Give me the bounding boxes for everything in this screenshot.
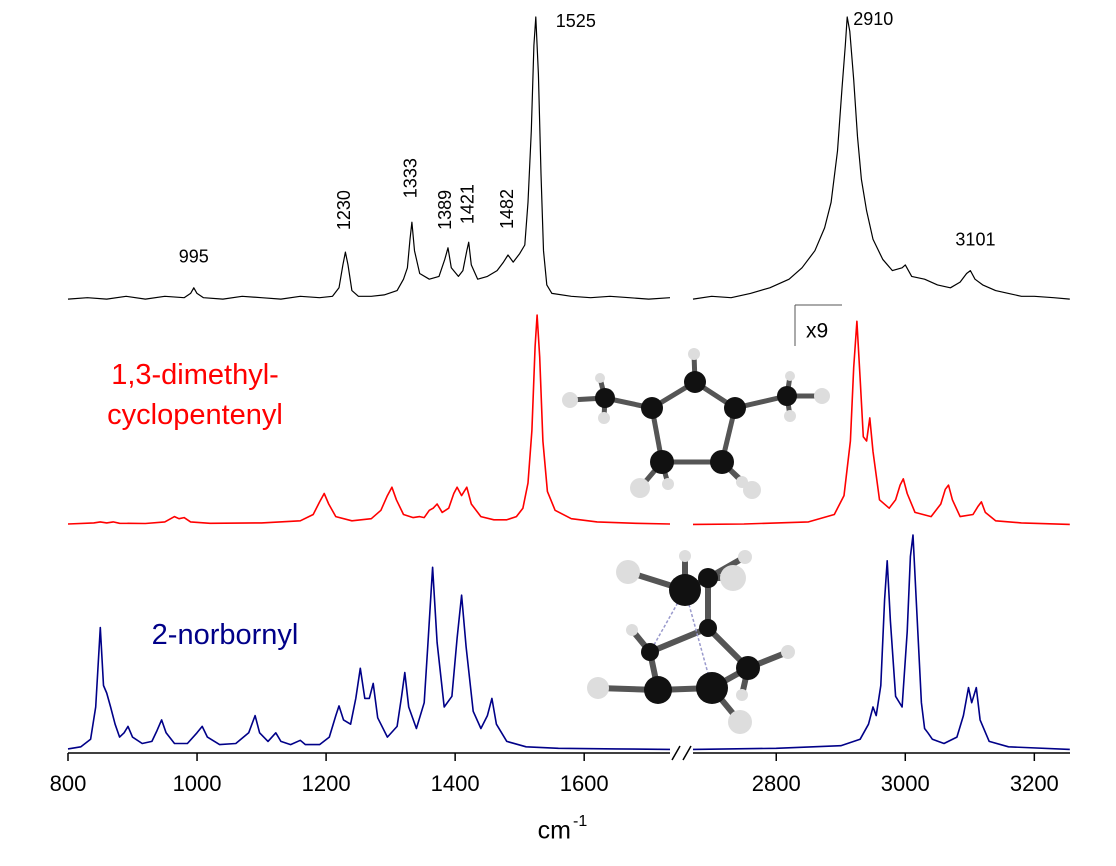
molecule-norbornyl [587,550,795,734]
peak-label: 1525 [556,11,596,31]
peak-label: 1421 [457,184,477,224]
peak-label: 1230 [334,190,354,230]
page: x9 cm -1 800 1000 1200 1400 1600 2800 3000 3200… [0,0,1116,866]
x-tick-label: 1600 [560,771,609,796]
peak-label: 2910 [853,9,893,29]
peak-label: 995 [179,247,209,267]
series-name: 2-norbornyl [100,615,350,655]
x-axis-label: cm [538,817,571,845]
x-tick-label: 3000 [881,771,930,796]
peak-label: 1389 [435,190,455,230]
peak-label: 3101 [955,229,995,249]
x-tick-label: 800 [50,771,87,796]
x-tick-label: 1000 [173,771,222,796]
peak-label: 1333 [401,158,421,198]
molecule-cyclopentenyl [562,348,830,499]
series-name: 1,3-dimethyl-cyclopentenyl [70,355,320,435]
x-tick-label: 1200 [302,771,351,796]
peak-label: 1482 [497,189,517,229]
x-axis-label-superscript: -1 [573,813,587,830]
x-tick-label: 1400 [431,771,480,796]
x-tick-label: 2800 [752,771,801,796]
magnification-label: x9 [806,320,828,343]
spectrum-line [68,17,1070,299]
x-tick-label: 3200 [1010,771,1059,796]
